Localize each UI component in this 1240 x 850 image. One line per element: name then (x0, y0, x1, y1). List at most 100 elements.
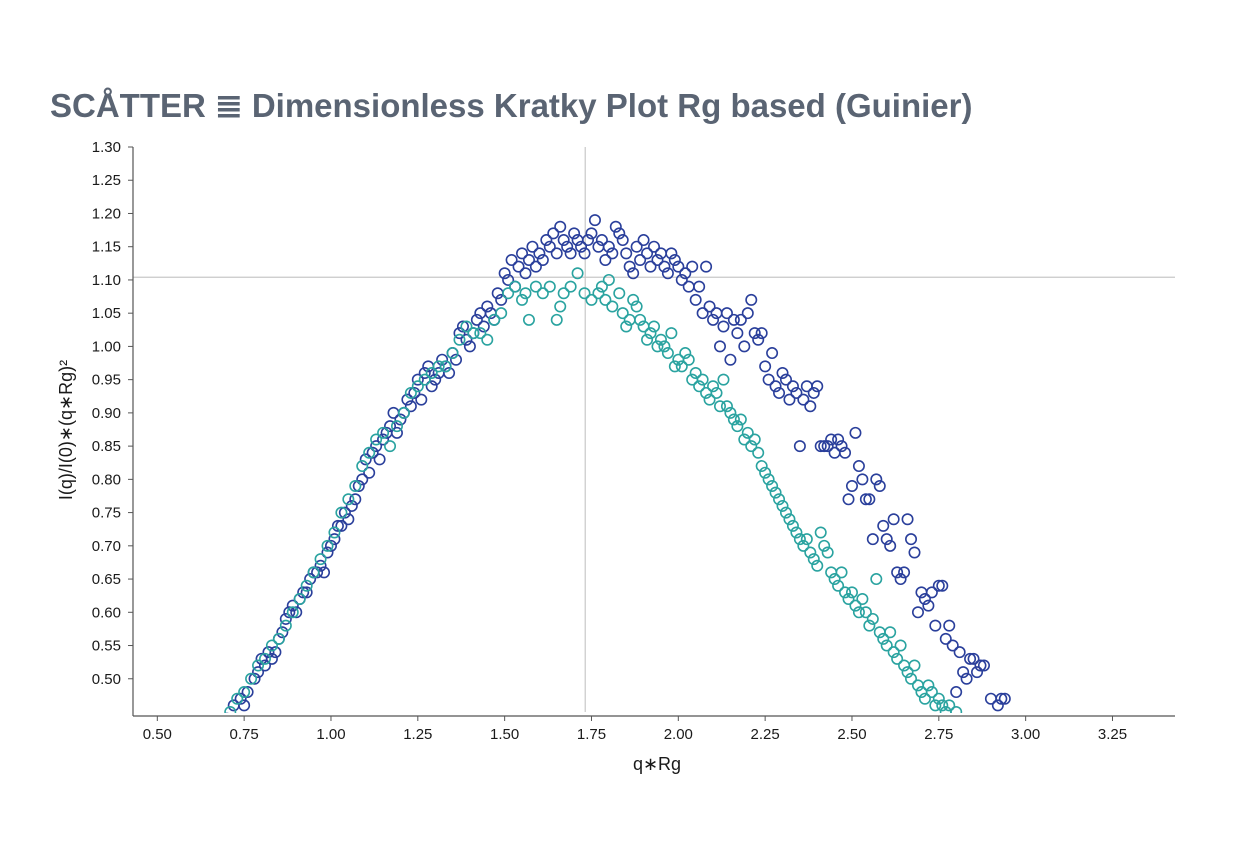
series-2-point (849, 599, 862, 612)
series-1-point (693, 280, 706, 293)
series-2-point (293, 592, 306, 605)
series-1-point (557, 234, 570, 247)
series-2-point (741, 426, 754, 439)
x-tick-label: 1.25 (403, 726, 432, 743)
series-2-point (404, 386, 417, 399)
series-2-point (467, 327, 480, 340)
y-tick-label: 1.15 (92, 239, 121, 256)
series-1-point (328, 533, 341, 546)
x-tick-label: 2.00 (664, 726, 693, 743)
series-1-point (873, 479, 886, 492)
series-2-point (845, 586, 858, 599)
series-1-point (634, 254, 647, 267)
series-2-point (418, 373, 431, 386)
series-2-point (807, 553, 820, 566)
series-1-point (311, 566, 324, 579)
series-1-point (477, 320, 490, 333)
y-tick-label: 0.90 (92, 405, 121, 422)
series-1-point (943, 619, 956, 632)
series-1-point (811, 380, 824, 393)
series-1-point (870, 473, 883, 486)
series-2-point (661, 347, 674, 360)
series-1-point (724, 353, 737, 366)
y-tick-label: 1.30 (92, 139, 121, 156)
series-2-point (929, 699, 942, 712)
series-1-point (839, 446, 852, 459)
series-1-point (516, 247, 529, 260)
series-1-point (707, 313, 720, 326)
series-2-point (755, 460, 768, 473)
series-2-point (595, 280, 608, 293)
series-2-point (411, 380, 424, 393)
series-2-point (238, 686, 251, 699)
series-1-point (588, 214, 601, 227)
series-2-point (821, 546, 834, 559)
y-tick-label: 0.80 (92, 471, 121, 488)
series-2-point (724, 406, 737, 419)
series-1-point (727, 313, 740, 326)
series-2-point (936, 699, 949, 712)
series-1-point (713, 340, 726, 353)
series-2-point (644, 327, 657, 340)
series-1-point (866, 533, 879, 546)
series-2-point (286, 606, 299, 619)
series-2-point (759, 466, 772, 479)
series-1-point (335, 519, 348, 532)
series-2-point (370, 433, 383, 446)
series-2-point (783, 513, 796, 526)
series-2-point (651, 340, 664, 353)
series-1-point (470, 313, 483, 326)
series-2-point (800, 533, 813, 546)
series-1-point (526, 240, 539, 253)
series-1-point (946, 639, 959, 652)
series-2-point (665, 327, 678, 340)
series-1-point (950, 686, 963, 699)
series-2-point (950, 706, 963, 713)
series-1-point (578, 247, 591, 260)
series-1-point (731, 327, 744, 340)
series-1-point (637, 234, 650, 247)
series-1-point (258, 659, 271, 672)
series-1-point (401, 393, 414, 406)
series-1-point (314, 559, 327, 572)
series-2-point (870, 573, 883, 586)
y-tick-label: 0.60 (92, 604, 121, 621)
series-2-point (793, 533, 806, 546)
series-1-point (720, 307, 733, 320)
series-1-point (324, 539, 337, 552)
series-2-point (613, 287, 626, 300)
series-1-point (918, 592, 931, 605)
series-1-point (543, 240, 556, 253)
series-2-point (602, 273, 615, 286)
series-2-point (439, 360, 452, 373)
series-2-point (349, 479, 362, 492)
series-1-point (974, 659, 987, 672)
series-1-point (519, 267, 532, 280)
series-1-point (779, 373, 792, 386)
series-2-point (769, 486, 782, 499)
series-1-point (456, 320, 469, 333)
series-1-point (953, 646, 966, 659)
series-1-point (905, 533, 918, 546)
series-2-point (839, 586, 852, 599)
series-2-point (488, 313, 501, 326)
series-1-point (734, 313, 747, 326)
series-2-point (641, 333, 654, 346)
series-1-point (304, 573, 317, 586)
series-2-point (314, 553, 327, 566)
series-2-point (654, 333, 667, 346)
series-1-point (609, 220, 622, 233)
series-1-point (279, 612, 292, 625)
series-2-point (300, 579, 313, 592)
series-1-point (505, 254, 518, 267)
series-2-point (776, 499, 789, 512)
series-1-point (283, 606, 296, 619)
x-axis-ticks: 0.50 0.75 1.00 1.25 1.50 1.75 2.00 2.25 2.50 2.75… (143, 716, 1127, 743)
series-2-point (932, 692, 945, 705)
y-tick-label: 1.20 (92, 205, 121, 222)
series-1-point (759, 360, 772, 373)
series-2-point (727, 413, 740, 426)
series-2-point (717, 373, 730, 386)
series-1-point (880, 533, 893, 546)
series-2-point (720, 400, 733, 413)
